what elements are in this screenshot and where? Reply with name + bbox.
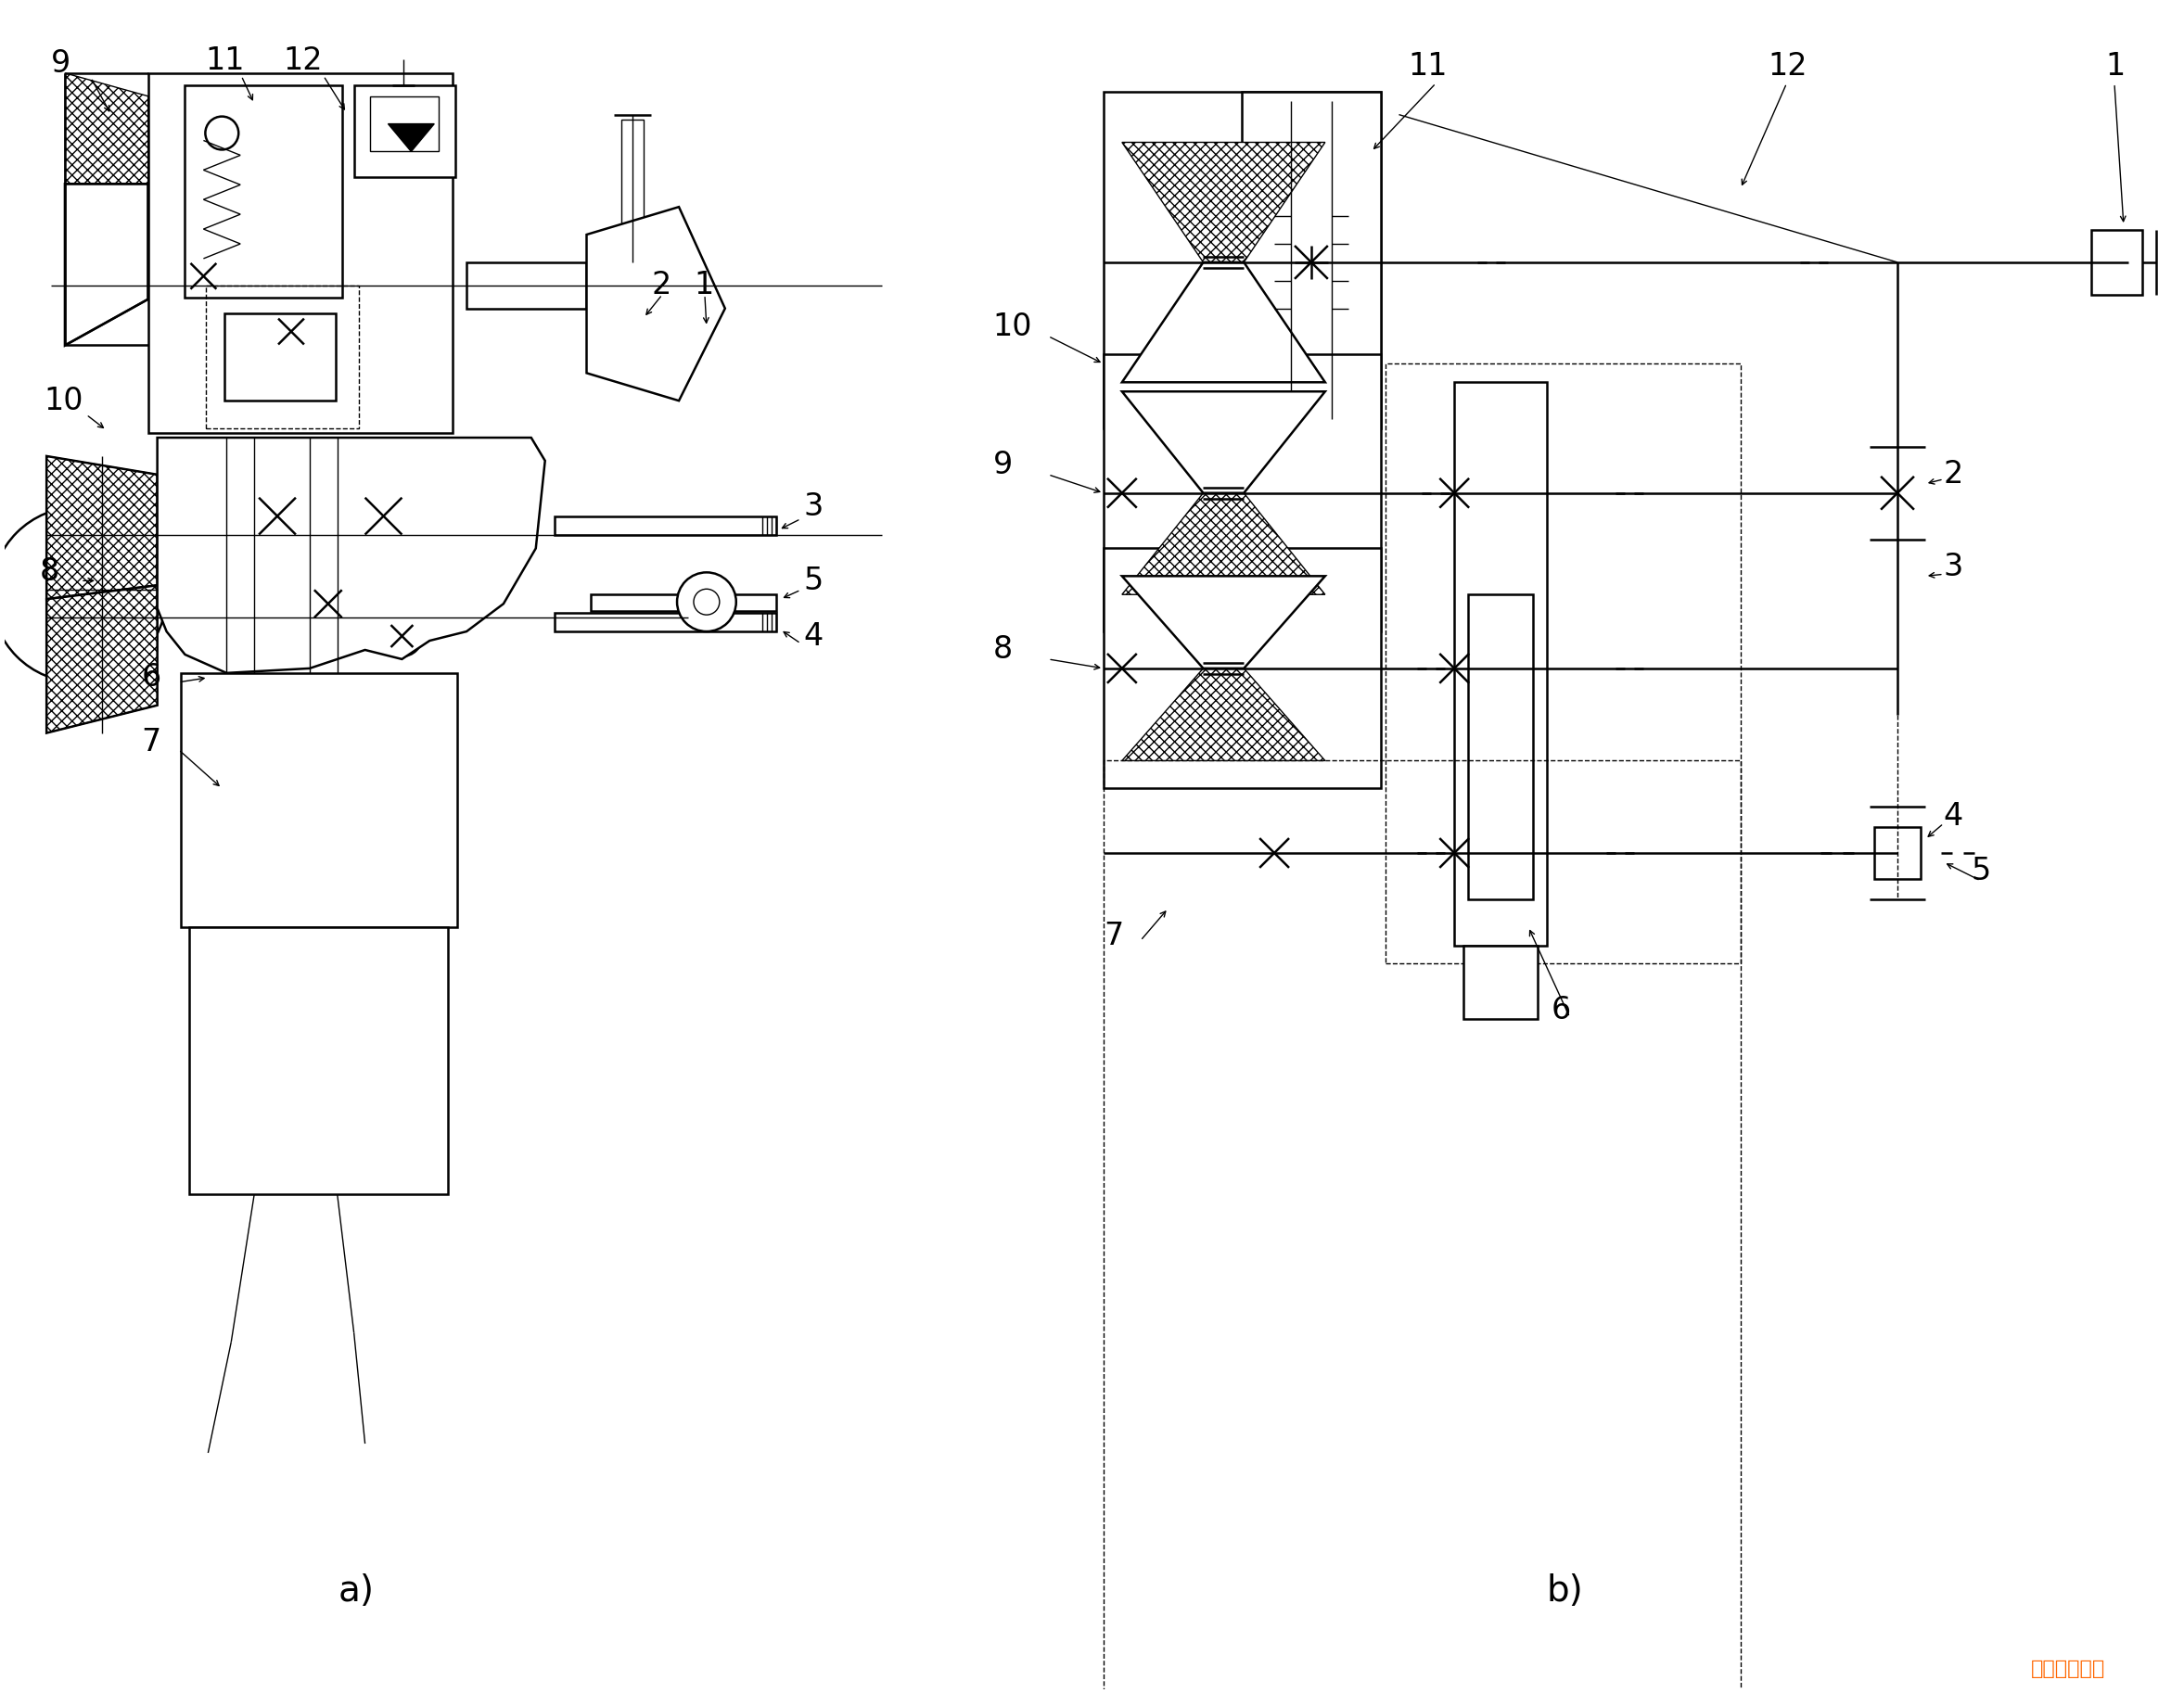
- Text: 1: 1: [2105, 51, 2125, 81]
- Circle shape: [245, 484, 310, 549]
- Bar: [1874, 828, 1920, 879]
- Text: 4: 4: [1944, 801, 1963, 831]
- Bar: [1103, 760, 1741, 1693]
- Bar: [1463, 945, 1538, 1019]
- Bar: [205, 286, 358, 428]
- Text: 8: 8: [994, 635, 1013, 665]
- Bar: [1103, 549, 1380, 789]
- Text: 3: 3: [804, 491, 823, 521]
- Polygon shape: [181, 674, 456, 926]
- Text: 11: 11: [1409, 51, 1448, 81]
- Bar: [186, 85, 343, 298]
- Circle shape: [81, 574, 122, 615]
- Bar: [225, 313, 336, 401]
- Polygon shape: [1123, 493, 1326, 594]
- Circle shape: [301, 577, 354, 630]
- Text: 10: 10: [44, 386, 83, 416]
- Text: 7: 7: [142, 726, 162, 757]
- Text: 2: 2: [651, 271, 670, 301]
- Bar: [369, 97, 439, 152]
- Circle shape: [677, 572, 736, 631]
- Text: 12: 12: [1769, 51, 1808, 81]
- Polygon shape: [66, 185, 149, 345]
- Bar: [1468, 594, 1533, 899]
- Polygon shape: [66, 73, 149, 185]
- Text: 9: 9: [994, 450, 1013, 481]
- Text: 6: 6: [1551, 994, 1570, 1026]
- Bar: [622, 119, 644, 267]
- Bar: [555, 516, 775, 535]
- Polygon shape: [1123, 391, 1326, 493]
- Bar: [1455, 383, 1546, 945]
- Circle shape: [382, 616, 422, 657]
- Bar: [149, 73, 452, 433]
- Text: 3: 3: [1944, 552, 1963, 582]
- Text: 6: 6: [142, 662, 162, 692]
- Bar: [555, 613, 775, 631]
- Text: 4: 4: [804, 621, 823, 652]
- Bar: [1103, 354, 1380, 631]
- Text: 2: 2: [1944, 459, 1963, 489]
- Text: 彩虹网址导航: 彩虹网址导航: [2031, 1659, 2105, 1678]
- Text: 7: 7: [1103, 921, 1123, 951]
- Bar: [1385, 364, 1741, 963]
- Circle shape: [205, 117, 238, 149]
- Circle shape: [695, 589, 719, 615]
- Text: b): b): [1546, 1574, 1583, 1608]
- Text: 8: 8: [39, 557, 59, 587]
- Text: 5: 5: [1972, 857, 1992, 887]
- Polygon shape: [157, 438, 546, 674]
- Polygon shape: [1123, 142, 1326, 262]
- Bar: [1243, 91, 1380, 428]
- Bar: [354, 85, 456, 178]
- Bar: [1103, 91, 1380, 428]
- Polygon shape: [190, 926, 448, 1195]
- Text: 5: 5: [804, 565, 823, 596]
- Text: 1: 1: [695, 271, 714, 301]
- Text: a): a): [339, 1574, 373, 1608]
- Bar: [2092, 230, 2143, 295]
- Polygon shape: [389, 124, 435, 152]
- Circle shape: [352, 484, 415, 549]
- Polygon shape: [46, 455, 157, 599]
- Bar: [592, 594, 775, 611]
- Text: 9: 9: [50, 49, 70, 80]
- Polygon shape: [1123, 669, 1326, 760]
- Text: 10: 10: [994, 312, 1033, 342]
- Polygon shape: [1123, 576, 1326, 669]
- Polygon shape: [46, 586, 157, 733]
- Polygon shape: [1123, 262, 1326, 383]
- Polygon shape: [587, 207, 725, 401]
- Text: 11: 11: [205, 46, 245, 76]
- Text: 12: 12: [284, 46, 323, 76]
- Bar: [467, 262, 587, 308]
